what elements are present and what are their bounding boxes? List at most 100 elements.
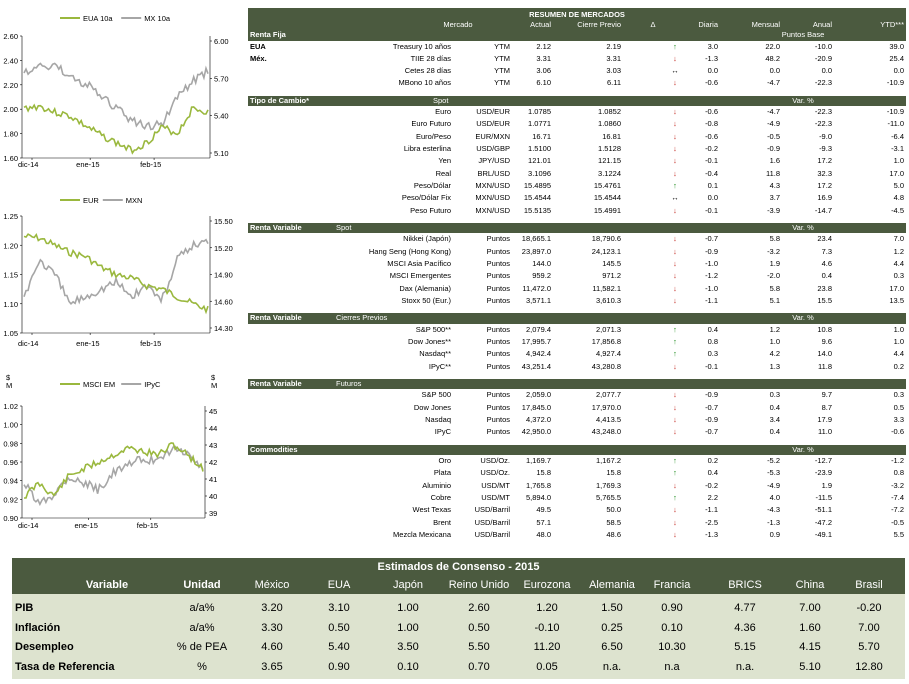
market-cell-p: 16.81 xyxy=(602,131,621,141)
market-name: Peso Futuro xyxy=(410,205,451,215)
market-cell-p: 2,077.7 xyxy=(595,390,621,400)
market-row: West Texas USD/Barril 49.5 50.0 -1.1 -4.3 -51.… xyxy=(248,504,906,516)
right-tick-label: 43 xyxy=(209,441,217,450)
consensus-cell: a/a% xyxy=(189,602,215,614)
market-cell-a: 11,472.0 xyxy=(522,283,551,293)
market-row: Stoxx 50 (Eur.) Puntos 3,571.1 3,610.3 -1.1 5… xyxy=(248,295,906,307)
market-name: IPyC** xyxy=(428,361,451,371)
market-name: West Texas xyxy=(412,505,452,515)
market-cell-p: 15.4544 xyxy=(593,193,621,203)
market-cell-a: 5,894.0 xyxy=(525,492,551,502)
market-cell-c2: 1.9 xyxy=(769,258,780,268)
market-group: Méx. xyxy=(250,53,267,63)
arrow-up-icon: ↑ xyxy=(673,180,677,190)
x-tick-label: feb-15 xyxy=(140,160,161,168)
market-name: Real xyxy=(435,168,451,178)
market-cell-c3: 7.3 xyxy=(821,246,832,256)
left-tick-label: 0.98 xyxy=(3,439,18,448)
market-cell-c2: -3.9 xyxy=(767,205,780,215)
market-row: Nasdaq** Puntos 4,942.4 4,927.4 0.3 4.2 14.0 4.… xyxy=(248,348,906,360)
consensus-cell: % de PEA xyxy=(176,641,228,653)
market-cell-c2: 1.6 xyxy=(769,156,780,166)
consensus-cell: n.a. xyxy=(602,660,622,673)
market-cell-c1: -0.4 xyxy=(705,168,718,178)
market-cell-a: 1.0771 xyxy=(528,119,551,129)
market-cell-c4: -3.2 xyxy=(891,480,904,490)
market-cell-c3: 11.0 xyxy=(817,427,832,437)
market-cell-c4: 4.8 xyxy=(893,193,904,203)
left-tick-label: 0.92 xyxy=(3,495,18,504)
market-cell-c1: -0.6 xyxy=(705,78,718,88)
market-cell-c3: -12.7 xyxy=(814,456,832,466)
header-delta: Δ xyxy=(650,20,656,29)
market-cell-u: Puntos xyxy=(486,390,510,400)
market-cell-u: USD/Barril xyxy=(474,505,510,515)
market-name: Euro xyxy=(435,107,451,117)
arrow-down-icon: ↓ xyxy=(673,361,677,371)
market-cell-c3: -10.0 xyxy=(814,41,832,51)
market-cell-a: 6.10 xyxy=(536,78,551,88)
right-tick-label: 41 xyxy=(209,475,217,484)
market-cell-p: 1.5128 xyxy=(598,144,621,154)
section-header: Renta Variable Futuros xyxy=(248,378,906,390)
market-cell-c3: -47.2 xyxy=(814,517,832,527)
market-row: MSCI Asia Pacífico Puntos 144.0 145.5 -1.0 1.… xyxy=(248,258,906,270)
market-cell-p: 15.8 xyxy=(606,468,621,478)
market-cell-a: 2.12 xyxy=(536,41,551,51)
section-title: Renta Variable xyxy=(250,378,302,388)
header-mercado: Mercado xyxy=(443,20,473,29)
market-cell-a: 4,372.0 xyxy=(525,414,551,424)
market-row: Dow Jones** Puntos 17,995.7 17,856.8 0.8 1.0 9… xyxy=(248,336,906,348)
market-cell-c1: 0.1 xyxy=(707,180,718,190)
market-cell-c4: 1.2 xyxy=(893,246,904,256)
market-row: MSCI Emergentes Puntos 959.2 971.2 -1.2 -2.0 0… xyxy=(248,270,906,282)
market-cell-c3: 9.7 xyxy=(821,390,832,400)
consensus-cell: 3.10 xyxy=(328,602,350,614)
market-cell-a: 17,995.7 xyxy=(521,336,551,346)
market-cell-p: 6.11 xyxy=(606,78,621,88)
market-cell-a: 1.0785 xyxy=(528,107,551,117)
market-cell-p: 5,765.5 xyxy=(595,492,621,502)
section-title: Renta Variable xyxy=(250,222,302,232)
arrow-up-icon: ↑ xyxy=(673,492,677,502)
section-subtitle: Spot xyxy=(433,95,449,105)
market-row: Dax (Alemania) Puntos 11,472.0 11,582.1 -1.0… xyxy=(248,283,906,295)
series-line-1 xyxy=(23,103,209,155)
right-tick-label: 45 xyxy=(209,407,217,416)
consensus-cell: 7.00 xyxy=(799,602,821,614)
market-cell-u: USD/EUR xyxy=(476,107,510,117)
arrow-down-icon: ↓ xyxy=(673,529,677,539)
market-name: Peso/Dólar xyxy=(413,180,451,190)
market-cell-a: 144.0 xyxy=(532,258,551,268)
market-cell-u: Puntos xyxy=(486,295,510,305)
market-name: Euro/Peso xyxy=(415,131,451,141)
arrow-up-icon: ↑ xyxy=(673,336,677,346)
market-cell-a: 49.5 xyxy=(536,505,551,515)
market-cell-p: 121.15 xyxy=(598,156,621,166)
consensus-col-header: Eurozona xyxy=(523,579,571,591)
x-tick-label: dic-14 xyxy=(18,339,38,348)
market-cell-c4: 3.3 xyxy=(893,414,904,424)
market-cell-p: 15.4991 xyxy=(593,205,621,215)
market-cell-a: 1,169.7 xyxy=(525,456,551,466)
market-cell-c4: -7.4 xyxy=(891,492,904,502)
market-row: IPyC Puntos 42,950.0 43,248.0 -0.7 0.4 11.0 -0.… xyxy=(248,426,906,438)
market-cell-c4: 0.8 xyxy=(893,468,904,478)
market-cell-p: 4,413.5 xyxy=(595,414,621,424)
market-cell-c2: 0.4 xyxy=(769,427,780,437)
chart-equity: MSCI EM IPyC 1.02 1.00 0.98 0.96 0.94 0.92 0.90 4… xyxy=(0,370,245,535)
market-cell-c4: -6.4 xyxy=(891,131,904,141)
left-tick-label: 1.15 xyxy=(3,271,18,280)
market-cell-u: BRL/USD xyxy=(477,168,510,178)
market-cell-a: 3.1096 xyxy=(528,168,551,178)
consensus-cell: 1.60 xyxy=(799,621,821,634)
market-cell-c3: 17.2 xyxy=(817,180,832,190)
section-subtitle: Spot xyxy=(336,222,352,232)
market-cell-u: USD/Barril xyxy=(474,517,510,527)
market-cell-u: Puntos xyxy=(486,361,510,371)
market-title: RESUMEN DE MERCADOS xyxy=(248,8,906,20)
market-cell-c1: -1.1 xyxy=(705,505,718,515)
market-cell-c2: -2.0 xyxy=(767,271,780,281)
market-name: Hang Seng (Hong Kong) xyxy=(368,246,451,256)
consensus-row-label: Desempleo xyxy=(15,641,74,653)
